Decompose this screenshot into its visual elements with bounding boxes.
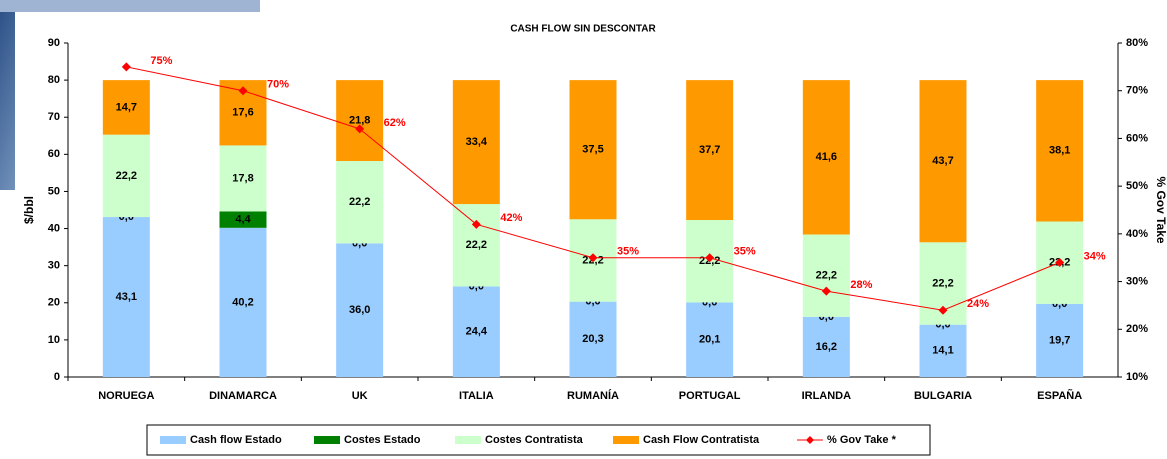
x-tick-label: IRLANDA <box>802 390 852 402</box>
y-tick-label: 80 <box>48 74 60 86</box>
value-label: 36,0 <box>349 304 370 316</box>
y2-tick-label: 50% <box>1126 180 1148 192</box>
line-value-label: 28% <box>850 279 872 291</box>
value-label: 43,7 <box>932 155 953 167</box>
value-label: 33,4 <box>466 136 488 148</box>
y2-tick-label: 40% <box>1126 228 1148 240</box>
line-value-label: 35% <box>617 246 639 258</box>
y2-tick-label: 70% <box>1126 85 1148 97</box>
line-value-label: 62% <box>384 117 406 129</box>
value-label: 43,1 <box>116 291 137 303</box>
line-value-label: 70% <box>267 79 289 91</box>
value-label: 41,6 <box>816 151 837 163</box>
line-value-label: 42% <box>500 212 522 224</box>
x-tick-label: ESPAÑA <box>1037 389 1082 402</box>
value-label: 22,2 <box>816 270 837 282</box>
y2-tick-label: 20% <box>1126 323 1148 335</box>
y-tick-label: 60 <box>48 148 60 160</box>
y-tick-label: 20 <box>48 297 60 309</box>
value-label: 37,7 <box>699 144 720 156</box>
y-tick-label: 10 <box>48 334 60 346</box>
value-label: 37,5 <box>582 144 603 156</box>
y-tick-label: 50 <box>48 185 60 197</box>
value-label: 22,2 <box>466 239 487 251</box>
value-label: 17,6 <box>232 107 253 119</box>
chart: CASH FLOW SIN DESCONTAR $/bbl % Gov Take… <box>0 0 1167 459</box>
x-tick-label: UK <box>352 390 368 402</box>
value-label: 38,1 <box>1049 145 1070 157</box>
line-value-label: 35% <box>734 246 756 258</box>
legend-swatch <box>314 436 340 444</box>
legend-label: % Gov Take * <box>827 434 897 446</box>
value-label: 22,2 <box>116 170 137 182</box>
x-tick-label: BULGARIA <box>914 390 972 402</box>
x-tick-label: RUMANÍA <box>567 389 619 402</box>
y-tick-label: 70 <box>48 111 60 123</box>
value-label: 20,3 <box>582 333 603 345</box>
legend-swatch <box>160 436 186 444</box>
y-tick-label: 0 <box>54 371 60 383</box>
value-label: 40,2 <box>232 296 253 308</box>
y2-tick-label: 80% <box>1126 37 1148 49</box>
value-label: 20,1 <box>699 334 720 346</box>
line-value-label: 75% <box>150 55 172 67</box>
legend-swatch <box>455 436 481 444</box>
legend-label: Cash flow Estado <box>190 434 282 446</box>
y-axis-label: $/bbl <box>22 196 36 224</box>
value-label: 24,4 <box>466 326 488 338</box>
value-label: 19,7 <box>1049 334 1070 346</box>
x-tick-label: NORUEGA <box>98 390 154 402</box>
x-tick-label: DINAMARCA <box>209 390 277 402</box>
y-tick-label: 40 <box>48 222 60 234</box>
y2-tick-label: 10% <box>1126 371 1148 383</box>
value-label: 22,2 <box>349 196 370 208</box>
value-label: 22,2 <box>932 277 953 289</box>
page: {"chart_data": { "type": "stacked-bar-li… <box>0 0 1167 459</box>
legend-label: Costes Contratista <box>485 434 584 446</box>
y2-axis-label: % Gov Take <box>1154 176 1167 243</box>
value-label: 16,2 <box>816 341 837 353</box>
x-tick-label: ITALIA <box>459 390 494 402</box>
y-tick-label: 90 <box>48 37 60 49</box>
y2-tick-label: 60% <box>1126 132 1148 144</box>
line-value-label: 34% <box>1084 250 1106 262</box>
value-label: 17,8 <box>232 172 253 184</box>
y-tick-label: 30 <box>48 260 60 272</box>
y2-tick-label: 30% <box>1126 275 1148 287</box>
value-label: 14,1 <box>932 345 953 357</box>
x-tick-label: PORTUGAL <box>679 390 741 402</box>
background-image <box>0 0 260 12</box>
chart-title: CASH FLOW SIN DESCONTAR <box>510 24 656 35</box>
line-value-label: 24% <box>967 298 989 310</box>
value-label: 4,4 <box>235 214 251 226</box>
legend-label: Cash Flow Contratista <box>643 434 760 446</box>
legend-label: Costes Estado <box>344 434 421 446</box>
legend-swatch <box>613 436 639 444</box>
value-label: 14,7 <box>116 101 137 113</box>
